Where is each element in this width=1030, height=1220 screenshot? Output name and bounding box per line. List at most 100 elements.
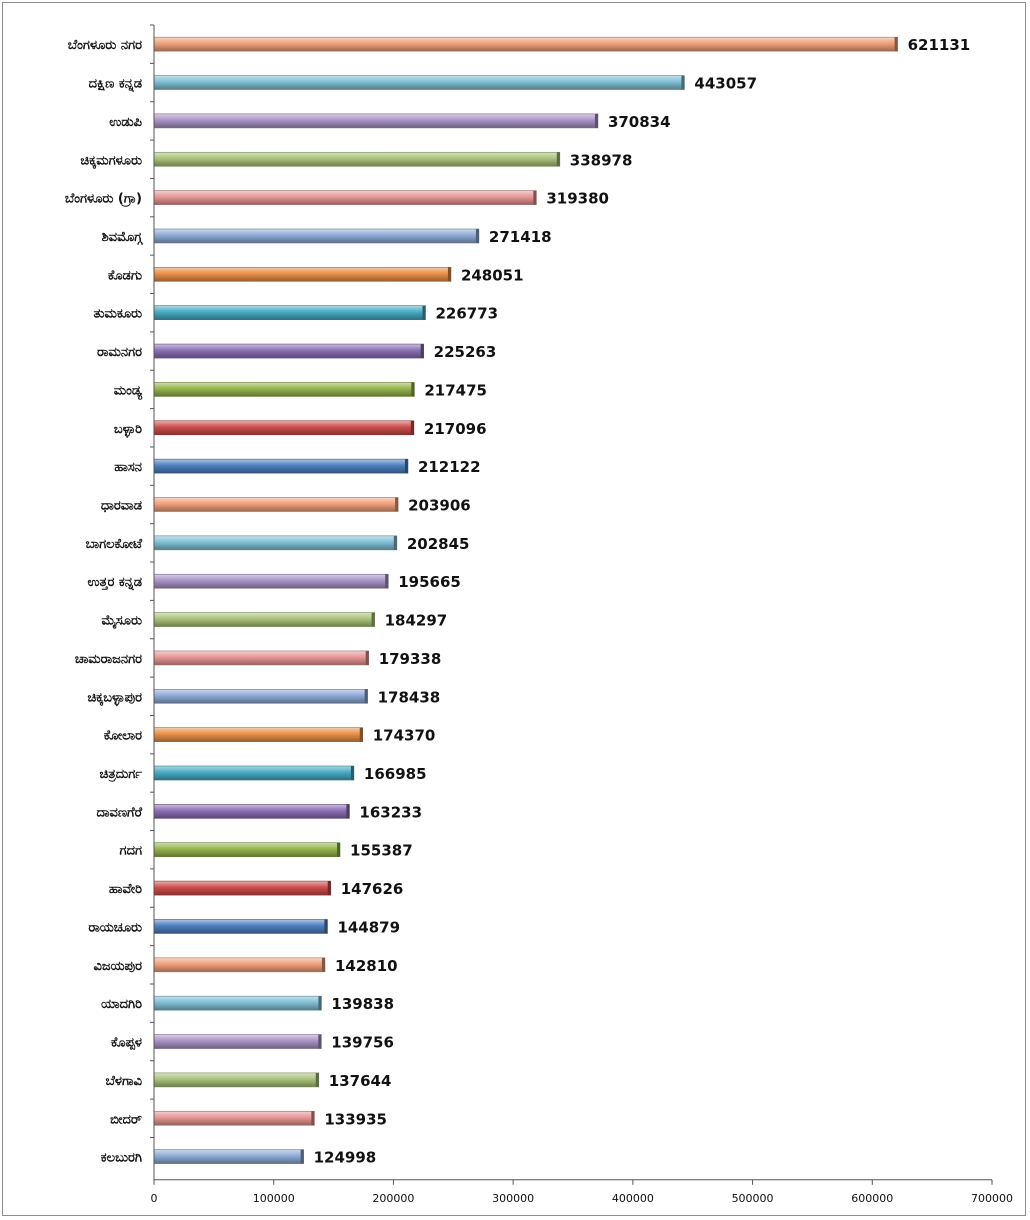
category-label: ಕೊಡಗು	[108, 268, 142, 283]
bar	[153, 804, 350, 819]
category-label: ಬೆಂಗಳೂರು (ಗ್ರಾ)	[65, 192, 142, 209]
bar-end-cap	[311, 1111, 315, 1126]
bar	[153, 36, 898, 52]
value-label: 195665	[398, 573, 461, 591]
category-label: ಹಾವೇರಿ	[109, 882, 142, 897]
category-label: ಕೊಪ್ಪಳ	[111, 1036, 142, 1051]
value-label: 178438	[378, 688, 441, 706]
value-label: 217096	[424, 420, 487, 438]
bar-end-cap	[681, 75, 685, 90]
bar-end-cap	[371, 612, 375, 627]
x-tick-label: 400000	[612, 1192, 654, 1205]
value-label: 443057	[694, 75, 757, 93]
bar-end-cap	[337, 842, 341, 857]
bar-end-cap	[365, 650, 369, 665]
bar	[153, 650, 369, 666]
value-label: 139756	[331, 1034, 394, 1052]
category-label: ಬಳ್ಳಾರಿ	[114, 422, 142, 439]
value-label: 271418	[489, 228, 552, 246]
category-label: ಧಾರವಾಡ	[101, 499, 142, 514]
bar-end-cap	[321, 957, 325, 972]
labels-layer: ಬೆಂಗಳೂರು ನಗರ 621131 ದಕ್ಷಿಣ ಕನ್ನಡ 443057 ಉಡುಪ…	[65, 36, 1013, 1205]
category-label: ಚಾಮರಾಜನಗರ	[75, 652, 142, 667]
bar-end-cap	[350, 766, 354, 781]
bar-end-cap	[364, 689, 368, 704]
value-label: 621131	[908, 36, 971, 54]
bar	[153, 957, 326, 973]
category-label: ಶಿವಮೊಗ್ಗ	[102, 230, 144, 245]
category-label: ಉತ್ತರ ಕನ್ನಡ	[87, 575, 142, 591]
category-label: ಮೈಸೂರು	[102, 614, 142, 630]
bar	[153, 1110, 315, 1126]
bar	[153, 842, 341, 858]
value-label: 124998	[314, 1149, 377, 1167]
x-tick-label: 300000	[492, 1192, 534, 1205]
axes-layer	[150, 24, 993, 1185]
category-label: ಚಿಕ್ಕಬಳ್ಳಾಪುರ	[87, 690, 142, 707]
bar	[153, 343, 424, 359]
bar	[153, 688, 368, 704]
category-label: ವಿಜಯಪುರ	[93, 959, 142, 974]
value-label: 319380	[546, 190, 609, 208]
bar	[153, 113, 599, 129]
x-tick-label: 600000	[851, 1192, 893, 1205]
bar	[153, 190, 537, 205]
value-label: 133935	[324, 1110, 387, 1128]
category-label: ಗದಗ	[120, 844, 142, 859]
bar	[153, 420, 415, 436]
bar	[153, 267, 452, 282]
bar	[153, 1149, 304, 1164]
x-tick-label: 500000	[732, 1192, 774, 1205]
bar	[153, 458, 409, 474]
bar	[153, 151, 561, 167]
value-label: 248051	[461, 266, 524, 284]
bar-end-cap	[411, 382, 415, 397]
value-label: 370834	[608, 113, 671, 131]
bar	[153, 1072, 320, 1088]
value-label: 203906	[408, 497, 471, 515]
value-label: 202845	[407, 535, 470, 553]
category-label: ಬೀದರ್	[110, 1112, 142, 1127]
value-label: 142810	[335, 957, 398, 975]
category-label: ಬಾಗಲಕೋಟೆ	[86, 537, 143, 552]
x-tick-label: 100000	[253, 1192, 295, 1205]
category-label: ರಾಮನಗರ	[97, 345, 142, 360]
bars-layer	[153, 36, 898, 1164]
bar-end-cap	[894, 37, 898, 52]
value-label: 137644	[329, 1072, 392, 1090]
bar-end-cap	[327, 881, 331, 896]
value-label: 217475	[424, 381, 487, 399]
category-label: ಯಾದಗಿರಿ	[101, 997, 142, 1012]
category-label: ತುಮಕೂರು	[93, 307, 142, 322]
value-label: 144879	[337, 918, 400, 936]
bar	[153, 612, 375, 627]
category-label: ದಾವಣಗೆರೆ	[96, 805, 142, 820]
bar	[153, 497, 399, 512]
category-label: ಕಲಬುರಗಿ	[101, 1151, 142, 1166]
bar-end-cap	[318, 1034, 322, 1049]
bar-end-cap	[422, 305, 426, 320]
value-label: 212122	[418, 458, 481, 476]
value-label: 166985	[364, 765, 427, 783]
bar-end-cap	[315, 1072, 319, 1087]
category-label: ಚಿತ್ರದುರ್ಗ	[100, 767, 143, 783]
x-tick-label: 0	[151, 1192, 158, 1205]
bar	[153, 535, 398, 551]
category-label: ದಕ್ಷಿಣ ಕನ್ನಡ	[89, 77, 142, 93]
bar	[153, 75, 685, 90]
category-label: ಮಂಡ್ಯ	[114, 383, 143, 400]
bar	[153, 1034, 322, 1049]
bar	[153, 765, 355, 781]
value-label: 225263	[434, 343, 497, 361]
value-label: 226773	[435, 305, 498, 323]
bar	[153, 305, 426, 321]
bar	[153, 727, 364, 742]
value-label: 184297	[385, 612, 448, 630]
x-tick-label: 200000	[372, 1192, 414, 1205]
value-label: 179338	[379, 650, 442, 668]
bar-end-cap	[385, 574, 389, 589]
category-label: ಉಡುಪಿ	[109, 115, 142, 130]
value-label: 147626	[341, 880, 404, 898]
value-label: 163233	[359, 803, 422, 821]
